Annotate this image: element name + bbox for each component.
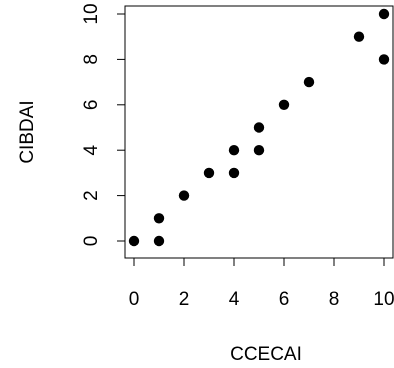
x-tick-label: 0 xyxy=(129,289,140,310)
y-tick-label: 2 xyxy=(81,190,102,201)
y-tick-label: 6 xyxy=(81,100,102,111)
y-axis-title: CIBDAI xyxy=(17,100,38,163)
data-point xyxy=(253,122,265,133)
data-point xyxy=(353,31,365,42)
x-tick-label: 4 xyxy=(229,289,240,310)
data-point xyxy=(303,76,315,88)
data-point xyxy=(253,145,265,156)
data-point xyxy=(128,235,140,247)
y-tick-label: 8 xyxy=(81,54,102,65)
y-tick-label: 0 xyxy=(81,236,102,247)
y-axis: 0 2 4 6 8 10 xyxy=(81,3,126,247)
x-tick-label: 8 xyxy=(329,289,340,310)
data-point xyxy=(228,167,240,179)
data-points xyxy=(128,8,390,247)
data-point xyxy=(278,99,290,111)
data-point xyxy=(378,8,390,20)
x-tick-label: 6 xyxy=(279,289,290,310)
x-axis-title: CCECAI xyxy=(230,344,302,365)
x-tick-label: 2 xyxy=(179,289,190,310)
x-axis: 0 2 4 6 8 10 xyxy=(129,257,394,310)
data-point xyxy=(153,213,165,224)
y-tick-label: 4 xyxy=(81,144,102,155)
x-tick-label: 10 xyxy=(373,289,394,310)
y-tick-label: 10 xyxy=(81,3,102,24)
data-point xyxy=(203,167,215,179)
data-point xyxy=(178,190,190,201)
data-point xyxy=(378,54,390,65)
data-point xyxy=(153,235,165,247)
data-point xyxy=(228,145,240,156)
